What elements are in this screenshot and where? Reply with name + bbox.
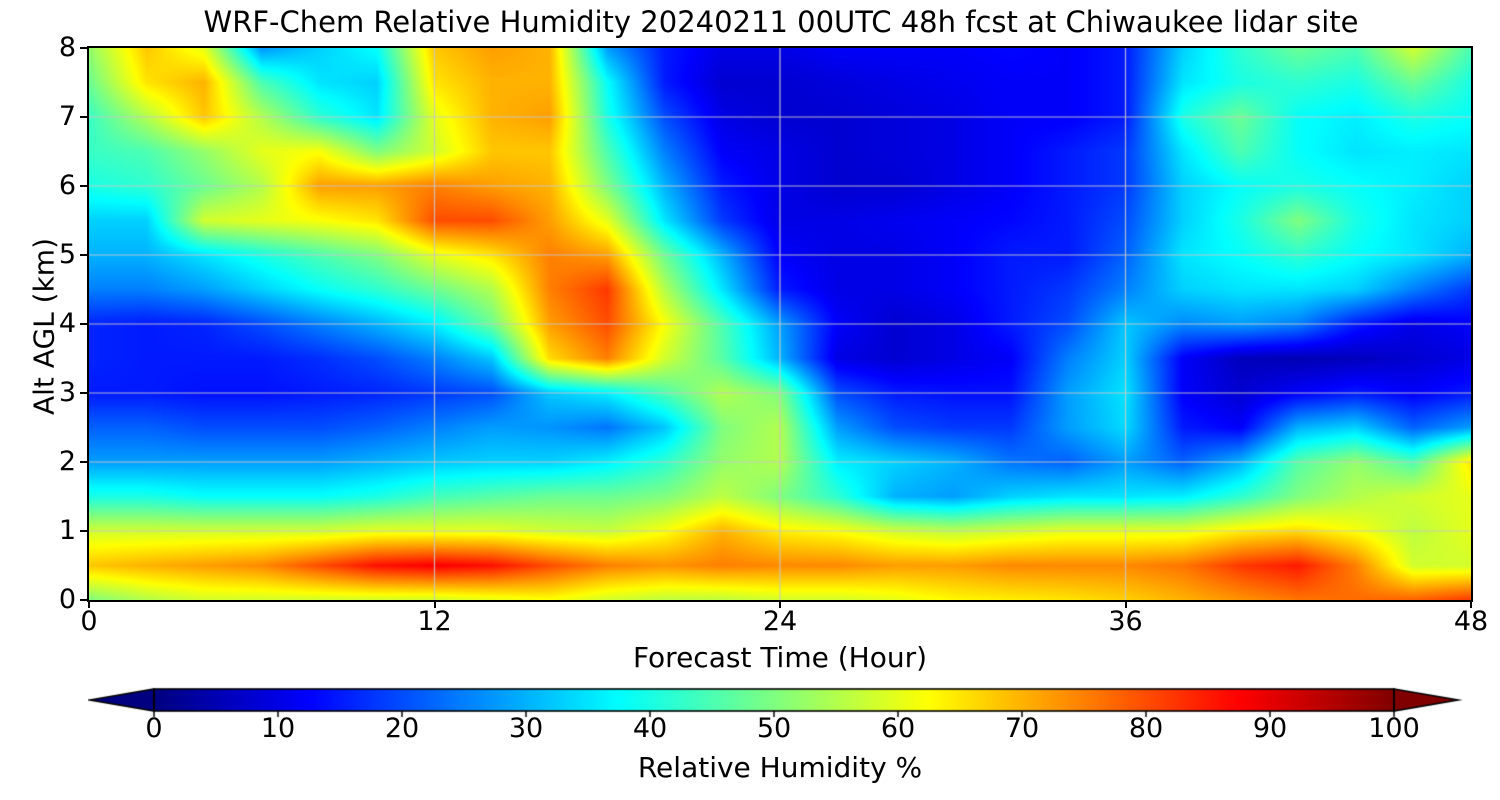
x-tick-label: 24 <box>762 606 798 637</box>
colorbar-canvas <box>88 686 1472 720</box>
colorbar-tick-label: 60 <box>880 713 916 744</box>
y-tick-label: 3 <box>58 376 76 408</box>
y-tick-label: 4 <box>58 307 76 339</box>
y-tick-label: 1 <box>58 514 76 546</box>
colorbar-tick-label: 30 <box>508 713 544 744</box>
chart-title: WRF-Chem Relative Humidity 20240211 00UT… <box>203 5 1359 39</box>
y-tick-mark <box>80 253 87 256</box>
colorbar-tick-label: 20 <box>384 713 420 744</box>
colorbar-tick-label: 70 <box>1004 713 1040 744</box>
colorbar-tick-label: 80 <box>1128 713 1164 744</box>
colorbar-tick-label: 90 <box>1252 713 1288 744</box>
y-tick-mark <box>80 322 87 325</box>
y-tick-mark <box>80 529 87 532</box>
x-tick-mark <box>779 601 781 608</box>
x-tick-mark <box>1124 601 1127 608</box>
x-tick-label: 36 <box>1108 606 1143 637</box>
y-tick-mark <box>80 391 87 394</box>
y-tick-mark <box>80 184 87 187</box>
x-tick-label: 12 <box>417 606 452 637</box>
x-tick-mark <box>433 601 436 608</box>
x-tick-mark <box>88 601 90 608</box>
y-tick-mark <box>80 599 87 601</box>
y-tick-mark <box>80 46 87 49</box>
colorbar-tick-label: 10 <box>260 713 296 744</box>
colorbar-label: Relative Humidity % <box>637 751 923 784</box>
y-tick-label: 2 <box>58 445 76 477</box>
y-tick-label: 8 <box>58 31 76 63</box>
colorbar-tick-label: 50 <box>756 713 792 744</box>
y-tick-mark <box>80 460 87 463</box>
x-tick-label: 0 <box>80 606 98 637</box>
colorbar-tick-label: 0 <box>145 713 163 744</box>
x-tick-mark <box>1470 601 1472 608</box>
heatmap-canvas <box>89 48 1471 600</box>
y-tick-label: 7 <box>58 100 76 132</box>
colorbar-tick-label: 40 <box>632 713 668 744</box>
x-axis-label: Forecast Time (Hour) <box>632 641 928 674</box>
y-tick-label: 5 <box>58 238 76 270</box>
x-tick-label: 48 <box>1453 606 1489 637</box>
y-tick-label: 0 <box>58 584 76 615</box>
colorbar-tick-label: 100 <box>1368 713 1420 744</box>
y-tick-label: 6 <box>58 169 76 201</box>
y-tick-mark <box>80 115 87 118</box>
plot-area <box>87 46 1473 602</box>
